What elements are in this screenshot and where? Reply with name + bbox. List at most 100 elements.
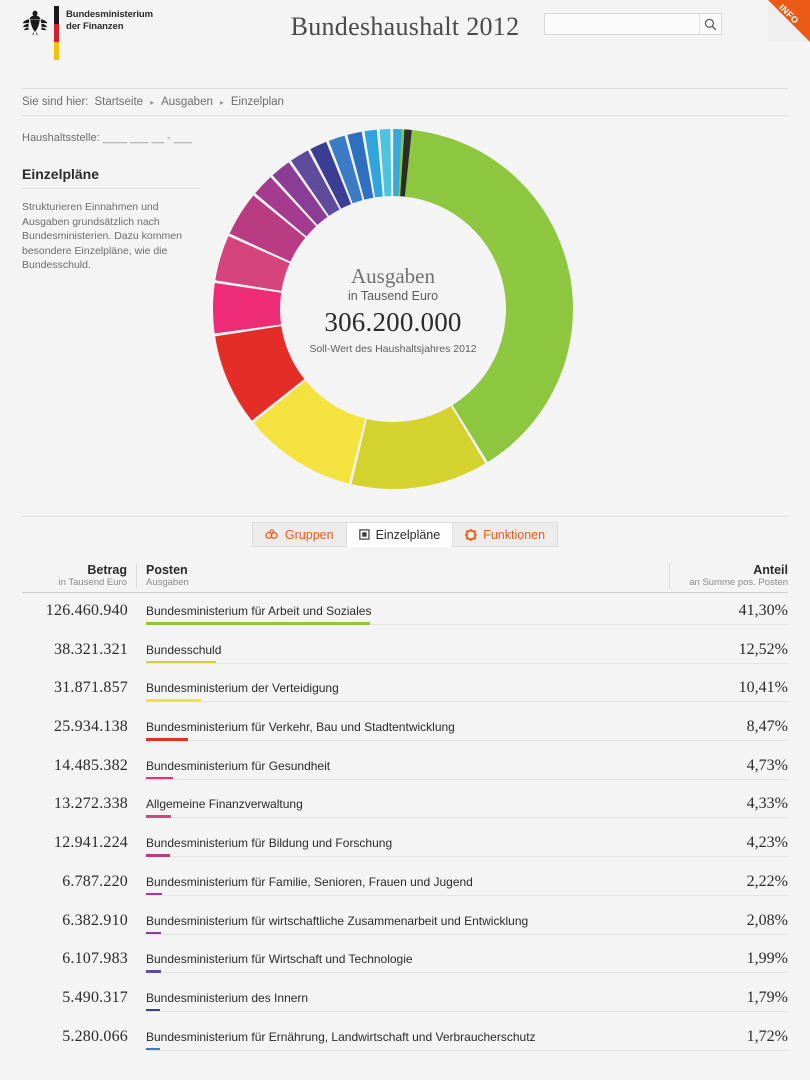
table-row[interactable]: 31.871.857 Bundesministerium der Verteidi… bbox=[22, 670, 788, 709]
table-row[interactable]: 38.321.321 Bundesschuld 12,52% bbox=[22, 632, 788, 671]
row-name-cell: Bundesministerium für Wirtschaft und Tec… bbox=[137, 941, 670, 980]
row-separator bbox=[146, 624, 670, 625]
donut-chart[interactable]: Ausgaben in Tausend Euro 306.200.000 Sol… bbox=[208, 124, 578, 494]
row-separator bbox=[670, 740, 788, 742]
row-name[interactable]: Bundesministerium für Gesundheit bbox=[146, 758, 331, 773]
table-row[interactable]: 12.941.224 Bundesministerium für Bildung … bbox=[22, 825, 788, 864]
row-separator bbox=[146, 701, 670, 703]
sidebar-heading: Einzelpläne bbox=[22, 166, 200, 189]
table-row[interactable]: 6.787.220 Bundesministerium für Familie, … bbox=[22, 864, 788, 903]
gear-icon bbox=[465, 528, 478, 541]
haushaltsstelle-value[interactable]: ____ ___ __ - ___ bbox=[102, 132, 193, 144]
row-name[interactable]: Bundesministerium des Innern bbox=[146, 990, 309, 1005]
donut-segment[interactable] bbox=[328, 135, 363, 204]
row-percent: 41,30% bbox=[670, 593, 788, 625]
row-name-cell: Bundesministerium für Ernährung, Landwir… bbox=[137, 1019, 670, 1058]
breadcrumb-item-einzelplan[interactable]: Einzelplan bbox=[230, 96, 284, 108]
table-row[interactable]: 5.280.066 Bundesministerium für Ernährung… bbox=[22, 1019, 788, 1058]
column-title-posten: Posten bbox=[146, 563, 188, 577]
row-color-bar bbox=[146, 931, 161, 934]
row-percent: 2,08% bbox=[670, 903, 788, 935]
donut-segment[interactable] bbox=[291, 150, 340, 216]
row-name[interactable]: Bundesministerium für Verkehr, Bau und S… bbox=[146, 720, 455, 735]
ministry-line-1: Bundesministerium bbox=[66, 9, 153, 20]
row-name[interactable]: Bundesministerium für Wirtschaft und Tec… bbox=[146, 952, 413, 967]
search-box[interactable] bbox=[544, 13, 722, 35]
donut-segment[interactable] bbox=[310, 141, 352, 209]
row-amount: 38.321.321 bbox=[54, 640, 128, 658]
row-color-bar bbox=[146, 854, 170, 857]
donut-segment[interactable] bbox=[253, 380, 366, 484]
donut-segment[interactable] bbox=[229, 195, 306, 262]
donut-segment[interactable] bbox=[272, 162, 328, 226]
table-row[interactable]: 6.107.983 Bundesministerium für Wirtschaf… bbox=[22, 941, 788, 980]
row-name[interactable]: Bundesschuld bbox=[146, 642, 222, 657]
tab-einzelplaene[interactable]: Einzelpläne bbox=[346, 522, 454, 547]
row-color-bar bbox=[146, 622, 370, 625]
table-row[interactable]: 126.460.940 Bundesministerium für Arbeit … bbox=[22, 593, 788, 632]
row-color-bar bbox=[146, 776, 173, 780]
row-name[interactable]: Bundesministerium für Arbeit und Soziale… bbox=[146, 604, 372, 618]
row-amount: 5.280.066 bbox=[62, 1027, 128, 1045]
column-sub-anteil: an Summe pos. Posten bbox=[689, 577, 788, 588]
donut-segment[interactable] bbox=[393, 129, 573, 463]
donut-segment[interactable] bbox=[351, 405, 486, 489]
row-separator bbox=[670, 856, 788, 858]
donut-segment[interactable] bbox=[400, 129, 412, 197]
row-name-cell: Bundesministerium für Arbeit und Soziale… bbox=[137, 593, 670, 632]
row-separator bbox=[146, 740, 670, 742]
row-color-bar bbox=[146, 892, 162, 896]
breadcrumb-item-startseite[interactable]: Startseite bbox=[94, 96, 144, 108]
info-ribbon[interactable]: INFO bbox=[768, 0, 810, 42]
ministry-name: Bundesministerium der Finanzen bbox=[66, 6, 153, 32]
donut-segment[interactable] bbox=[364, 129, 383, 198]
tab-gruppen[interactable]: Gruppen bbox=[251, 522, 347, 547]
breadcrumb-label: Sie sind hier: bbox=[22, 96, 89, 108]
table-row[interactable]: 5.490.317 Bundesministerium des Innern 1,7… bbox=[22, 980, 788, 1019]
breadcrumb-item-ausgaben[interactable]: Ausgaben bbox=[161, 96, 213, 108]
search-button[interactable] bbox=[699, 14, 721, 34]
donut-segment[interactable] bbox=[255, 177, 317, 237]
table-row[interactable]: 6.382.910 Bundesministerium für wirtschaf… bbox=[22, 903, 788, 942]
row-name[interactable]: Bundesministerium für Ernährung, Landwir… bbox=[146, 1029, 536, 1044]
row-percent: 4,23% bbox=[670, 825, 788, 858]
donut-segment[interactable] bbox=[215, 236, 290, 291]
view-tabbar: Gruppen Einzelpläne bbox=[22, 516, 788, 553]
row-name[interactable]: Bundesministerium für wirtschaftliche Zu… bbox=[146, 913, 529, 928]
row-separator bbox=[670, 817, 788, 819]
column-header-anteil: Anteil an Summe pos. Posten bbox=[670, 563, 788, 589]
row-name[interactable]: Bundesministerium der Verteidigung bbox=[146, 681, 339, 696]
row-separator bbox=[670, 1049, 788, 1051]
row-percent: 2,22% bbox=[670, 864, 788, 896]
row-color-bar bbox=[146, 815, 171, 818]
row-name[interactable]: Allgemeine Finanzverwaltung bbox=[146, 797, 303, 812]
haushaltsstelle-field[interactable]: Haushaltsstelle: ____ ___ __ - ___ bbox=[22, 132, 192, 144]
table-row[interactable]: 25.934.138 Bundesministerium für Verkehr,… bbox=[22, 709, 788, 748]
info-ribbon-triangle bbox=[768, 0, 810, 42]
row-separator bbox=[146, 894, 670, 896]
row-color-bar bbox=[146, 660, 216, 664]
row-percent: 10,41% bbox=[670, 670, 788, 703]
row-name-cell: Bundesministerium für Bildung und Forsch… bbox=[137, 825, 670, 864]
tab-funktionen[interactable]: Funktionen bbox=[453, 522, 559, 547]
donut-segment[interactable] bbox=[393, 129, 402, 197]
row-name[interactable]: Bundesministerium für Familie, Senioren,… bbox=[146, 874, 473, 889]
donut-chart-svg[interactable] bbox=[208, 124, 578, 494]
ministry-logo[interactable]: Bundesministerium der Finanzen bbox=[22, 6, 153, 60]
search-input[interactable] bbox=[545, 14, 699, 34]
main-content: Haushaltsstelle: ____ ___ __ - ___ Einze… bbox=[0, 116, 810, 516]
column-sub-betrag: in Tausend Euro bbox=[58, 577, 128, 588]
row-name[interactable]: Bundesministerium für Bildung und Forsch… bbox=[146, 836, 393, 851]
table-row[interactable]: 14.485.382 Bundesministerium für Gesundhe… bbox=[22, 748, 788, 787]
table-row[interactable]: 13.272.338 Allgemeine Finanzverwaltung 4,3… bbox=[22, 786, 788, 825]
row-separator bbox=[670, 624, 788, 625]
row-separator bbox=[146, 856, 670, 858]
donut-segment[interactable] bbox=[379, 129, 392, 197]
donut-segment[interactable] bbox=[213, 283, 282, 334]
row-separator bbox=[146, 972, 670, 974]
row-amount: 6.382.910 bbox=[62, 911, 128, 929]
chevron-right-icon: ▸ bbox=[219, 97, 224, 107]
donut-segment[interactable] bbox=[347, 131, 374, 200]
donut-segment[interactable] bbox=[215, 326, 305, 421]
